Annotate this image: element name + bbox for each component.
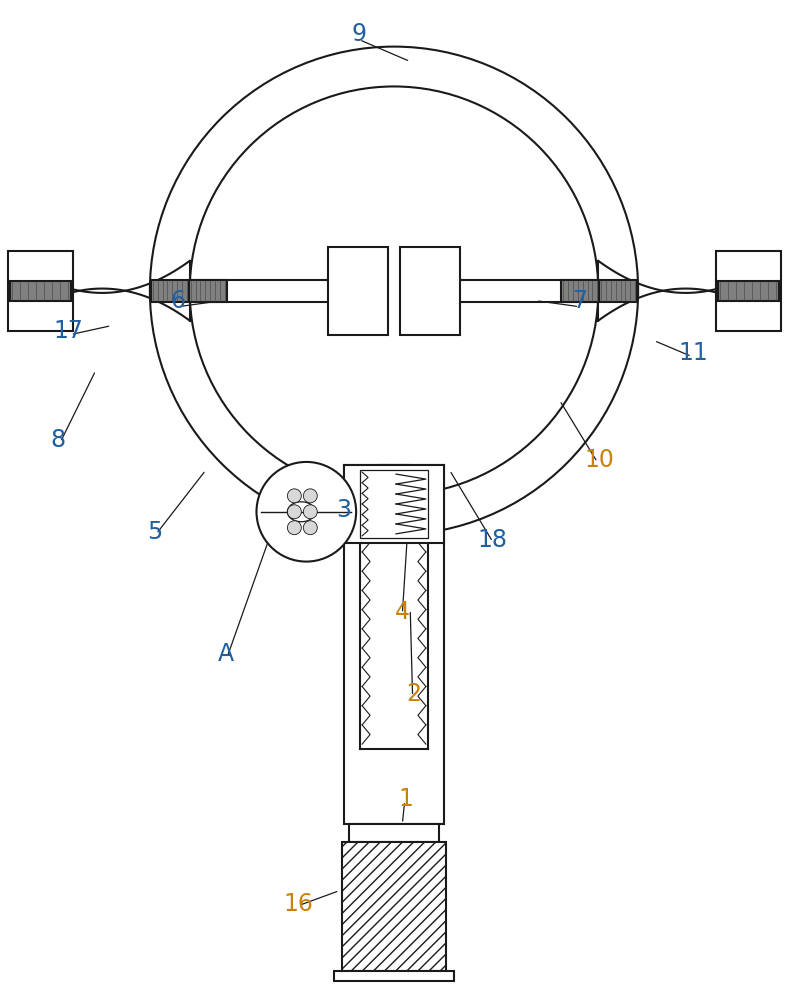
Bar <box>600 280 638 302</box>
Text: 17: 17 <box>54 319 83 343</box>
Circle shape <box>303 489 317 503</box>
Bar <box>10 281 71 301</box>
Text: 11: 11 <box>679 341 709 365</box>
Text: 18: 18 <box>478 528 508 552</box>
Bar <box>400 247 460 335</box>
Text: 5: 5 <box>147 520 163 544</box>
Bar <box>350 824 439 842</box>
Circle shape <box>287 489 301 503</box>
Circle shape <box>303 521 317 535</box>
Bar <box>344 465 444 824</box>
Text: A: A <box>218 642 234 666</box>
Bar <box>344 465 444 543</box>
Bar <box>718 281 779 301</box>
Bar <box>335 971 454 981</box>
Text: 7: 7 <box>572 289 587 313</box>
Text: 2: 2 <box>406 682 421 706</box>
Text: 1: 1 <box>399 787 413 811</box>
Bar <box>328 247 388 335</box>
Bar <box>189 280 226 302</box>
Text: 6: 6 <box>170 289 185 313</box>
Text: 16: 16 <box>283 892 313 916</box>
Text: 10: 10 <box>584 448 614 472</box>
Text: 9: 9 <box>352 22 367 46</box>
Bar <box>562 280 600 302</box>
Text: 3: 3 <box>336 498 351 522</box>
Bar <box>342 842 446 971</box>
Circle shape <box>256 462 356 562</box>
Text: 4: 4 <box>394 600 409 624</box>
Bar <box>716 251 780 331</box>
Ellipse shape <box>287 502 316 522</box>
Bar <box>151 280 189 302</box>
Bar <box>9 251 73 331</box>
Circle shape <box>287 521 301 535</box>
Circle shape <box>303 505 317 519</box>
Circle shape <box>287 505 301 519</box>
Text: 8: 8 <box>50 428 65 452</box>
Bar <box>360 470 428 538</box>
